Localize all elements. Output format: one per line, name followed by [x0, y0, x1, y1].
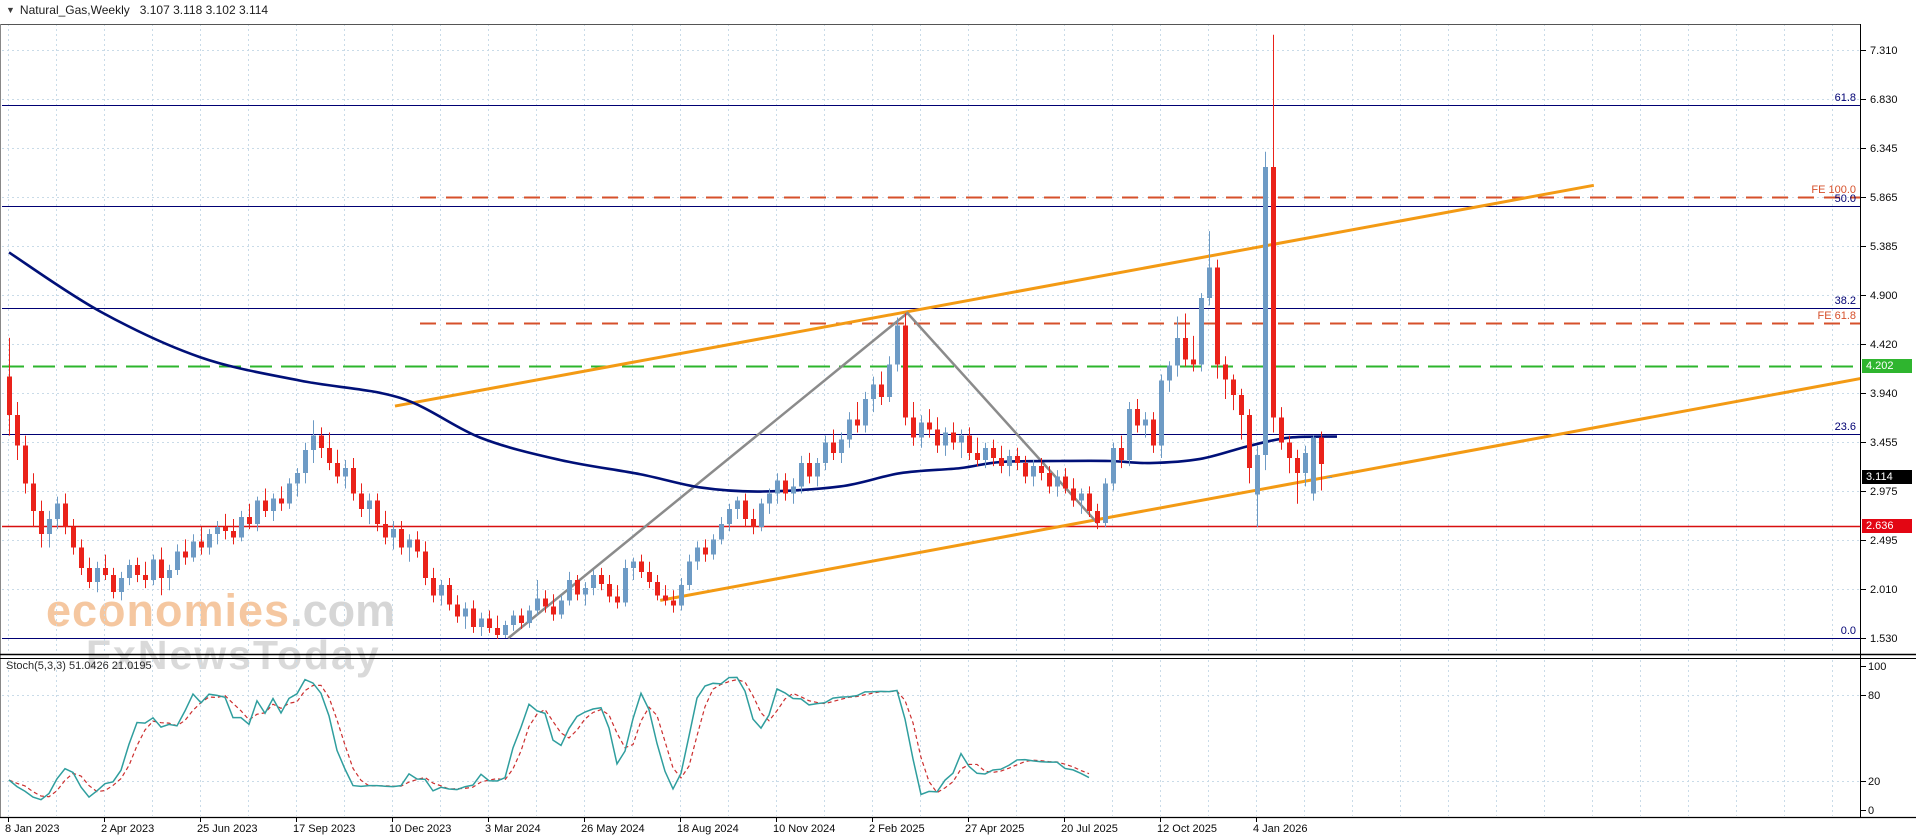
stochastic-signal-line [8, 678, 1090, 798]
svg-text:2.010: 2.010 [1870, 584, 1898, 596]
fib-expansion-lines [420, 196, 1860, 325]
svg-text:20 Jul 2025: 20 Jul 2025 [1061, 823, 1118, 835]
symbol-name: Natural_Gas,Weekly [19, 3, 130, 17]
svg-text:1.530: 1.530 [1870, 633, 1898, 645]
svg-text:10 Nov 2024: 10 Nov 2024 [773, 823, 835, 835]
price-badge-green: 4.202 [1862, 359, 1912, 373]
price-badge-current: 3.114 [1862, 470, 1912, 484]
ohlc-values: 3.107 3.118 3.102 3.114 [139, 3, 269, 17]
watermark-dotcom: .com [290, 585, 396, 636]
svg-text:8 Jan 2023: 8 Jan 2023 [5, 823, 59, 835]
price-badge-red: 2.636 [1862, 519, 1912, 533]
svg-text:6.830: 6.830 [1870, 94, 1898, 106]
svg-text:FE 100.0: FE 100.0 [1811, 184, 1856, 196]
svg-text:23.6: 23.6 [1835, 421, 1856, 433]
dropdown-triangle-icon[interactable]: ▼ [6, 5, 15, 15]
svg-text:2 Feb 2025: 2 Feb 2025 [869, 823, 925, 835]
svg-text:3.455: 3.455 [1870, 437, 1898, 449]
grid-layer [2, 24, 1860, 816]
svg-text:12 Oct 2025: 12 Oct 2025 [1157, 823, 1217, 835]
svg-text:20: 20 [1868, 776, 1880, 788]
svg-text:4.900: 4.900 [1870, 290, 1898, 302]
price-axis: 7.310 6.830 6.345 5.865 5.385 4.900 4.420 3.940… [1860, 45, 1898, 817]
stochastic-name: Stoch(5,3,3) [6, 660, 66, 672]
svg-text:0.0: 0.0 [1841, 625, 1856, 637]
svg-text:100: 100 [1868, 661, 1886, 673]
svg-text:5.865: 5.865 [1870, 192, 1898, 204]
svg-text:4 Jan 2026: 4 Jan 2026 [1253, 823, 1307, 835]
chart-title: ▼ Natural_Gas,Weekly 3.107 3.118 3.102 3.1… [6, 3, 268, 17]
svg-text:50.0: 50.0 [1835, 193, 1856, 205]
svg-text:38.2: 38.2 [1835, 295, 1856, 307]
svg-text:4.420: 4.420 [1870, 339, 1898, 351]
date-axis: 8 Jan 2023 2 Apr 2023 25 Jun 2023 17 Sep 20… [5, 817, 1307, 835]
svg-text:5.385: 5.385 [1870, 241, 1898, 253]
stochastic-layer [8, 676, 1090, 801]
svg-text:27 Apr 2025: 27 Apr 2025 [965, 823, 1024, 835]
svg-text:2.975: 2.975 [1870, 486, 1898, 498]
svg-text:25 Jun 2023: 25 Jun 2023 [197, 823, 258, 835]
svg-text:17 Sep 2023: 17 Sep 2023 [293, 823, 355, 835]
stochastic-values: 51.0426 21.0195 [68, 660, 152, 672]
svg-text:7.310: 7.310 [1870, 45, 1898, 57]
chart-frame [0, 24, 1916, 819]
svg-text:61.8: 61.8 [1835, 92, 1856, 104]
svg-text:0: 0 [1868, 805, 1874, 817]
line-labels: 61.8 50.0 38.2 23.6 0.0 FE 100.0 FE 61.8 [1811, 92, 1856, 637]
zigzag-pattern [507, 311, 1099, 640]
fib-retracement-lines [2, 105, 1860, 639]
trendline-channel [394, 183, 1860, 602]
svg-text:3 Mar 2024: 3 Mar 2024 [485, 823, 541, 835]
svg-text:10 Dec 2023: 10 Dec 2023 [389, 823, 451, 835]
svg-text:18 Aug 2024: 18 Aug 2024 [677, 823, 739, 835]
svg-text:2.495: 2.495 [1870, 535, 1898, 547]
main-chart-layer [2, 34, 1860, 640]
svg-text:2 Apr 2023: 2 Apr 2023 [101, 823, 154, 835]
svg-text:80: 80 [1868, 690, 1880, 702]
svg-text:3.940: 3.940 [1870, 388, 1898, 400]
svg-text:6.345: 6.345 [1870, 143, 1898, 155]
moving-average-line [8, 251, 1338, 493]
stochastic-indicator-label: Stoch(5,3,3) 51.0426 21.0195 [6, 660, 152, 672]
svg-text:FE 61.8: FE 61.8 [1817, 310, 1856, 322]
svg-text:26 May 2024: 26 May 2024 [581, 823, 645, 835]
stochastic-main-line [8, 676, 1090, 801]
candles-layer [7, 34, 1332, 640]
